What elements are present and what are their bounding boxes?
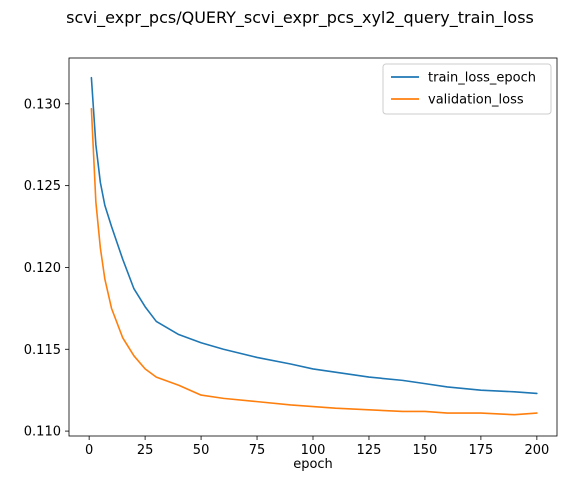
series-line-train-loss-epoch xyxy=(90,76,538,395)
y-tick-label: 0.110 xyxy=(24,425,61,440)
x-tick-label: 25 xyxy=(137,443,154,458)
x-tick-label: 75 xyxy=(249,443,266,458)
x-tick-label: 100 xyxy=(301,443,326,458)
y-tick-label: 0.115 xyxy=(24,343,61,358)
chart-title: scvi_expr_pcs/QUERY_scvi_expr_pcs_xyl2_q… xyxy=(66,8,534,28)
series-line-validation-loss xyxy=(90,107,538,416)
x-tick-label: 125 xyxy=(357,443,382,458)
x-tick-label: 175 xyxy=(468,443,493,458)
legend-label: validation_loss xyxy=(428,93,524,108)
legend-label: train_loss_epoch xyxy=(428,71,536,86)
x-tick-label: 0 xyxy=(85,443,93,458)
legend-box xyxy=(382,63,552,115)
x-tick-label: 200 xyxy=(524,443,549,458)
x-axis-label: epoch xyxy=(293,457,333,472)
x-tick-label: 50 xyxy=(193,443,210,458)
y-tick-label: 0.120 xyxy=(24,261,61,276)
y-tick-label: 0.125 xyxy=(24,179,61,194)
x-tick-label: 150 xyxy=(413,443,438,458)
legend: train_loss_epoch validation_loss xyxy=(382,63,552,115)
y-tick-label: 0.130 xyxy=(24,97,61,112)
